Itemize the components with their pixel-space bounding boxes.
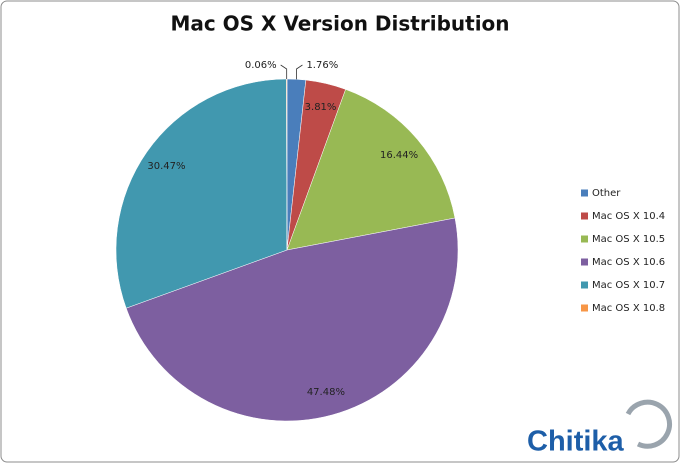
legend-label: Mac OS X 10.4 (592, 211, 665, 222)
legend-label: Mac OS X 10.6 (592, 257, 665, 268)
legend-label: Mac OS X 10.5 (592, 234, 665, 245)
watermark: Chitika (527, 426, 625, 458)
pie-slice (286, 89, 456, 251)
legend-swatch (581, 212, 588, 220)
legend-label: Other (592, 188, 621, 199)
data-label: 3.81% (305, 102, 337, 113)
data-label: 16.44% (380, 150, 418, 161)
legend-label: Mac OS X 10.7 (592, 280, 665, 291)
legend-label: Mac OS X 10.8 (592, 303, 665, 314)
leader-line (280, 64, 288, 80)
legend-swatch (581, 189, 588, 197)
data-label: 30.47% (147, 161, 185, 172)
pie-slice (125, 217, 459, 422)
legend-swatch (581, 281, 588, 289)
chart-title: Mac OS X Version Distribution (170, 12, 509, 36)
legend-swatch (581, 258, 588, 266)
data-label: 1.76% (306, 60, 338, 71)
logo-swirl (625, 399, 672, 449)
legend-swatch (581, 304, 588, 312)
pie-slice (115, 78, 288, 309)
data-label: 0.06% (245, 60, 277, 71)
legend-swatch (581, 235, 588, 243)
data-label: 47.48% (307, 387, 345, 398)
leader-line (296, 64, 303, 80)
